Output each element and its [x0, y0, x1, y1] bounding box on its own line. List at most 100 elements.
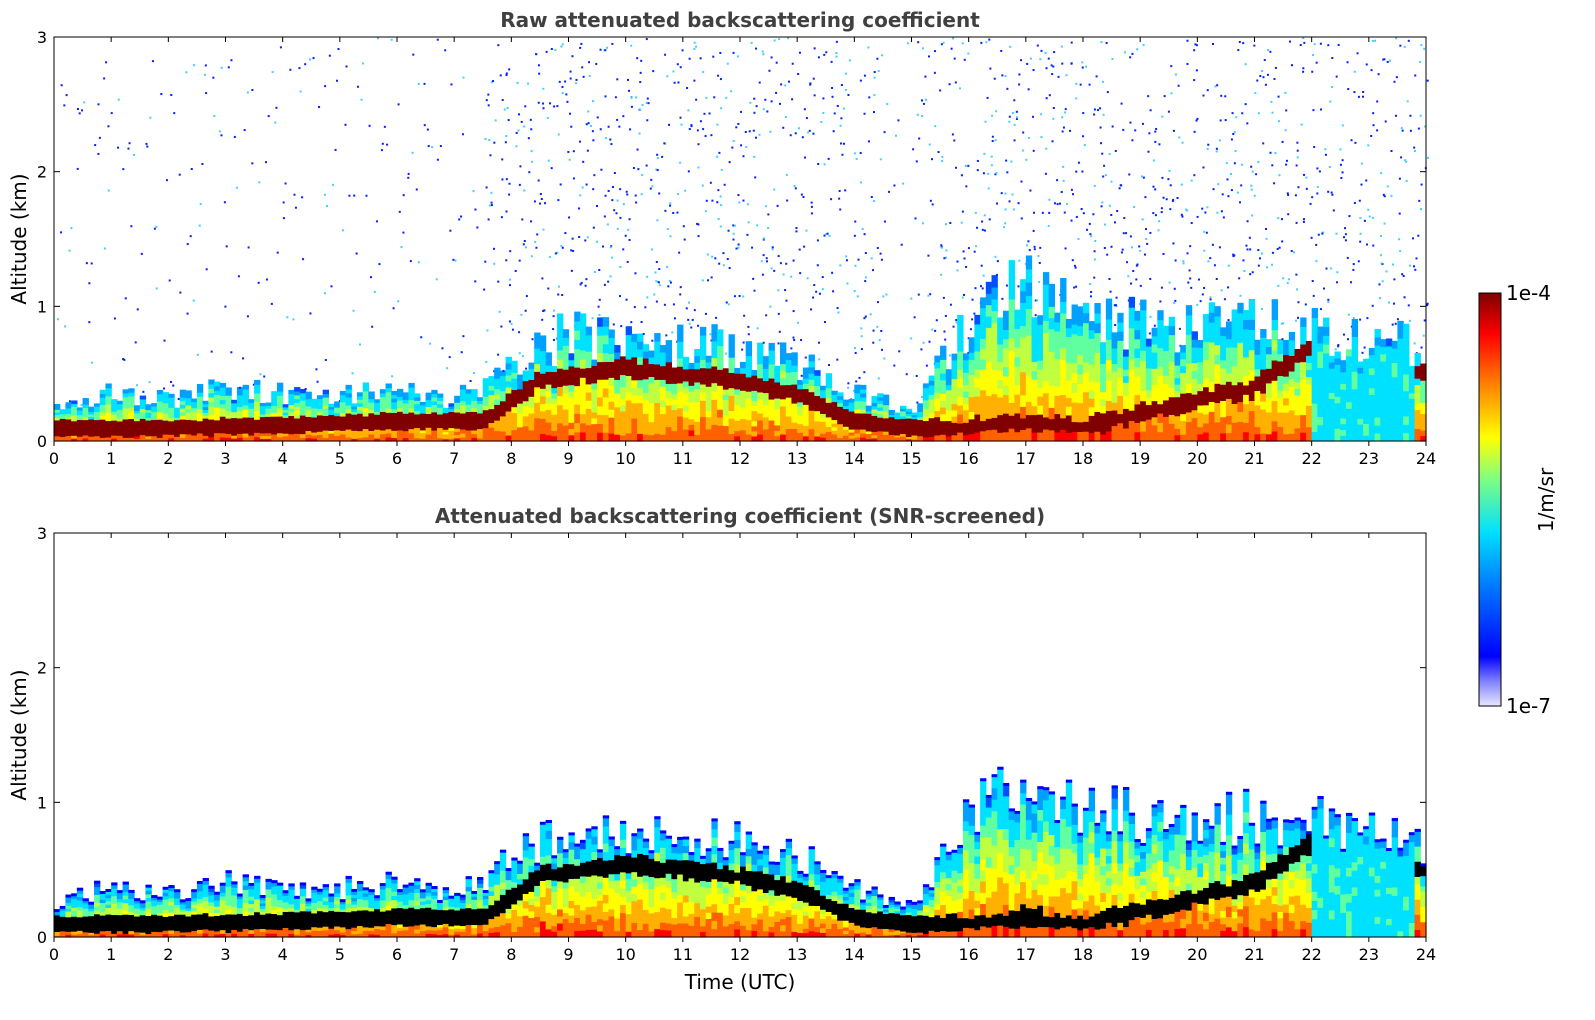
heatmap-cell — [471, 392, 478, 398]
heatmap-cell — [888, 416, 895, 420]
noise-point — [1227, 195, 1230, 198]
noise-point — [951, 133, 954, 136]
heatmap-cell — [997, 405, 1004, 416]
heatmap-cell — [797, 384, 804, 390]
heatmap-cell — [1037, 432, 1044, 442]
noise-point — [789, 134, 792, 137]
noise-point — [1162, 196, 1165, 199]
heatmap-cell — [1214, 315, 1221, 327]
heatmap-cell — [248, 438, 255, 442]
noise-point — [177, 398, 180, 401]
heatmap-cell — [677, 332, 684, 342]
heatmap-cell — [1037, 324, 1044, 334]
noise-point — [792, 310, 795, 313]
noise-point — [732, 140, 735, 143]
heatmap-cell — [945, 379, 953, 386]
heatmap-cell — [1083, 342, 1090, 353]
heatmap-cell — [311, 428, 318, 433]
noise-point — [1263, 59, 1266, 62]
heatmap-cell — [928, 380, 935, 386]
heatmap-cell — [145, 420, 152, 424]
heatmap-cell — [236, 425, 244, 431]
heatmap-cell — [791, 377, 798, 385]
heatmap-cell — [591, 365, 598, 372]
heatmap-cell — [1300, 379, 1307, 389]
heatmap-cell — [139, 408, 147, 413]
heatmap-cell — [1105, 420, 1113, 432]
noise-point — [1045, 147, 1048, 150]
heatmap-cell — [459, 416, 467, 422]
heatmap-cell — [1037, 369, 1044, 379]
heatmap-cell — [545, 358, 552, 366]
heatmap-cell — [659, 358, 667, 367]
noise-point — [1238, 277, 1241, 280]
noise-point — [921, 395, 924, 398]
heatmap-cell — [699, 424, 707, 434]
heatmap-cell — [951, 372, 958, 380]
noise-point — [1089, 233, 1092, 236]
heatmap-cell — [276, 416, 284, 421]
noise-point — [557, 199, 560, 202]
heatmap-cell — [1054, 431, 1061, 442]
noise-point — [786, 199, 789, 202]
heatmap-cell — [1243, 366, 1250, 377]
noise-point — [805, 229, 808, 232]
heatmap-cell — [459, 432, 467, 438]
heatmap-cell — [825, 402, 833, 408]
noise-point — [1341, 159, 1344, 162]
heatmap-cell — [254, 414, 261, 420]
heatmap-cell — [482, 405, 490, 411]
noise-point — [265, 278, 268, 281]
noise-point — [945, 223, 948, 226]
heatmap-cell — [1054, 312, 1061, 323]
heatmap-cell — [1323, 432, 1330, 442]
heatmap-cell — [139, 398, 147, 403]
heatmap-cell — [1328, 392, 1336, 400]
heatmap-cell — [682, 410, 690, 418]
heatmap-cell — [1185, 343, 1193, 355]
noise-point — [1160, 286, 1163, 289]
heatmap-cell — [1060, 312, 1067, 326]
noise-point — [768, 69, 771, 72]
heatmap-cell — [174, 431, 181, 435]
noise-point — [97, 103, 100, 106]
noise-point — [1052, 65, 1055, 68]
heatmap-cell — [825, 421, 833, 428]
noise-point — [669, 281, 672, 284]
heatmap-cell — [1271, 370, 1278, 381]
heatmap-cell — [1054, 330, 1061, 341]
heatmap-cell — [757, 398, 764, 407]
noise-point — [1186, 39, 1189, 42]
noise-point — [552, 315, 555, 318]
noise-point — [893, 364, 896, 367]
noise-point — [426, 128, 429, 131]
heatmap-cell — [917, 403, 924, 407]
noise-point — [1077, 237, 1080, 240]
heatmap-cell — [391, 398, 398, 403]
heatmap-cell — [71, 438, 78, 442]
noise-point — [718, 262, 721, 265]
noise-point — [666, 266, 669, 269]
heatmap-cell — [917, 424, 924, 429]
heatmap-cell — [614, 351, 621, 360]
heatmap-cell — [482, 418, 490, 424]
heatmap-cell — [797, 388, 804, 394]
heatmap-cell — [791, 358, 798, 366]
heatmap-cell — [1145, 345, 1153, 354]
heatmap-cell — [134, 410, 141, 414]
heatmap-cell — [1380, 397, 1387, 406]
heatmap-cell — [99, 437, 107, 442]
noise-point — [1284, 129, 1287, 132]
noise-point — [528, 171, 531, 174]
heatmap-cell — [459, 388, 467, 394]
heatmap-cell — [1054, 422, 1061, 433]
heatmap-cell — [934, 416, 941, 424]
heatmap-cell — [1197, 419, 1204, 428]
heatmap-cell — [591, 388, 598, 396]
heatmap-cell — [334, 438, 341, 442]
heatmap-cell — [814, 415, 821, 422]
heatmap-cell — [294, 425, 301, 431]
heatmap-cell — [379, 407, 387, 412]
noise-point — [1221, 193, 1224, 196]
heatmap-cell — [322, 430, 329, 435]
